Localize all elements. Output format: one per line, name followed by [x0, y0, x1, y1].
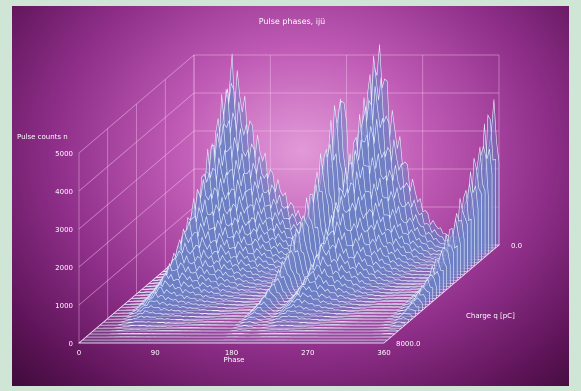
y-tick-label: 0.0	[511, 242, 522, 250]
y-axis-label: Charge q [pC]	[466, 312, 515, 320]
x-tick-label: 270	[301, 349, 314, 357]
z-tick-label: 4000	[55, 188, 73, 196]
x-tick-label: 90	[151, 349, 160, 357]
z-tick-label: 3000	[55, 226, 73, 234]
z-tick-label: 1000	[55, 302, 73, 310]
grid-line-z	[79, 55, 499, 153]
x-tick-label: 360	[377, 349, 390, 357]
z-tick-label: 0	[69, 340, 73, 348]
x-tick-label: 0	[77, 349, 81, 357]
x-tick-label: 180	[225, 349, 238, 357]
z-tick-label: 2000	[55, 264, 73, 272]
z-tick-label: 5000	[55, 150, 73, 158]
y-tick-label: 8000.0	[396, 340, 421, 348]
x-axis-label: Phase	[224, 356, 245, 364]
chart-title: Pulse phases, ijü	[259, 17, 326, 26]
chart-3d-surface: Pulse phases, ijü Pulse counts n Phase C…	[12, 6, 569, 386]
plot-panel: Pulse phases, ijü Pulse counts n Phase C…	[12, 6, 569, 386]
z-axis-label: Pulse counts n	[17, 133, 68, 141]
grid-line-z	[79, 93, 499, 191]
